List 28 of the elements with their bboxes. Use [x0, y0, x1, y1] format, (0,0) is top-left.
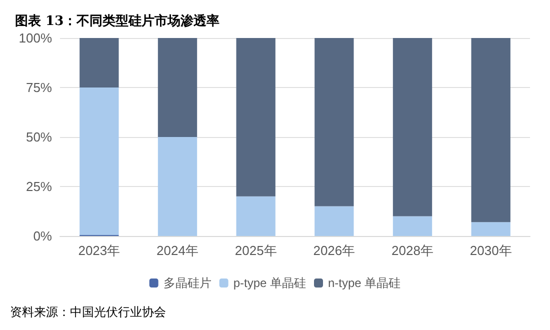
bar [80, 88, 119, 236]
legend-label: p-type 单晶硅 [233, 276, 306, 290]
bar [158, 38, 198, 137]
bar [158, 137, 198, 236]
bar [392, 38, 432, 216]
x-tick-label: 2025年 [234, 243, 277, 258]
y-tick-label: 50% [26, 130, 52, 144]
bar [392, 216, 432, 236]
x-tick-label: 2028年 [392, 243, 434, 258]
x-tick-label: 2024年 [156, 243, 198, 258]
legend-label: 多晶硅片 [163, 276, 212, 290]
y-tick-label: 0% [33, 228, 52, 244]
bar [471, 222, 510, 236]
legend-label: n-type 单晶硅 [328, 276, 401, 290]
bar [471, 38, 510, 222]
bar [314, 206, 354, 236]
y-tick-label: 25% [26, 179, 52, 194]
y-tick-label: 100% [18, 30, 52, 46]
x-tick-label: 2030年 [470, 243, 512, 258]
bar [80, 38, 119, 88]
x-tick-label: 2023年 [78, 243, 120, 258]
bar [236, 38, 276, 196]
text: 资料来源：中国光伏行业协会 [10, 305, 166, 319]
y-tick-label: 75% [26, 80, 52, 95]
chart-title: 图表 13：不同类型硅片市场渗透率 [15, 13, 220, 29]
x-tick-label: 2026年 [313, 243, 356, 258]
bar [314, 38, 354, 206]
bar [236, 196, 276, 236]
